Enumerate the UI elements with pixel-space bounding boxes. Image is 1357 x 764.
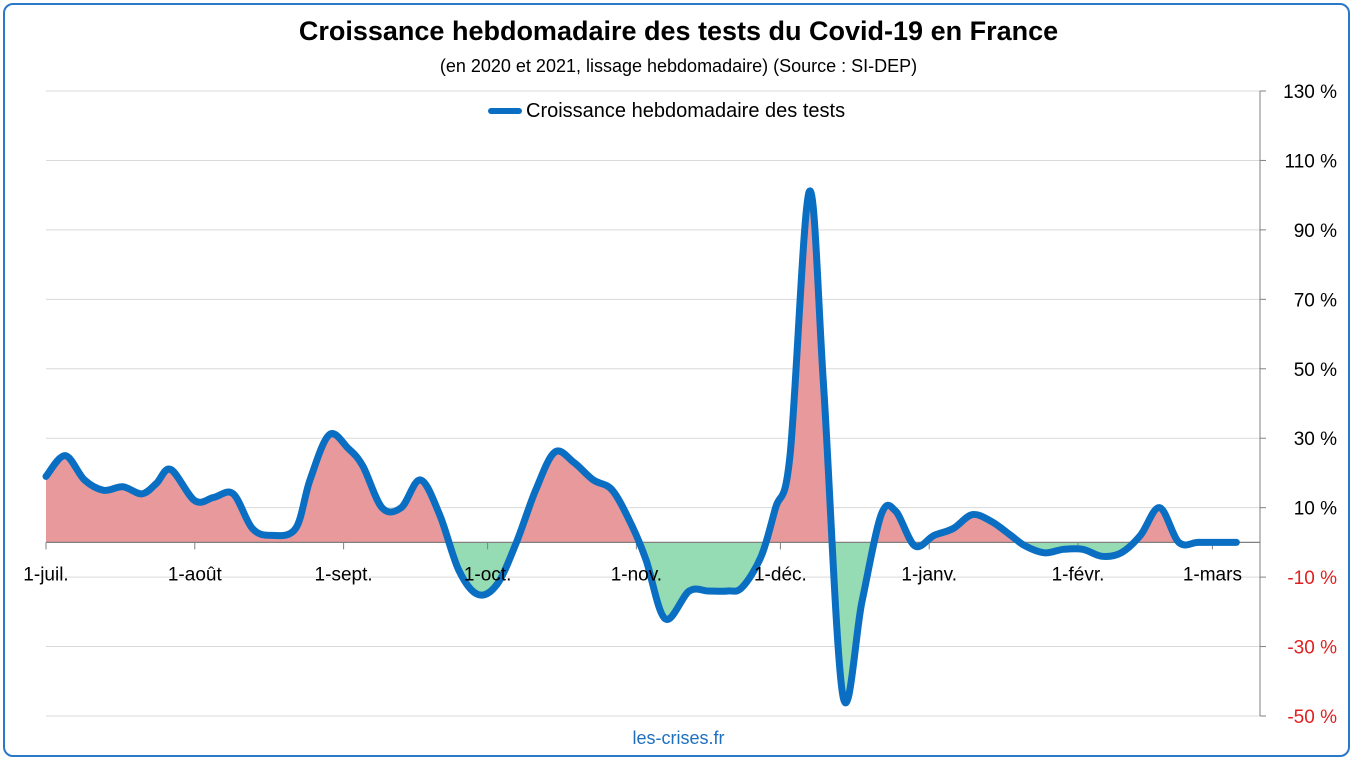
y-tick-label: 70 %: [1294, 290, 1337, 311]
x-tick-label: 1-déc.: [754, 564, 807, 585]
y-tick-label: -10 %: [1287, 568, 1337, 589]
x-tick-label: 1-mars: [1183, 564, 1242, 585]
x-tick-labels: 1-juil. 1-août 1-sept. 1-oct. 1-nov. 1-déc. 1-…: [23, 564, 1242, 585]
y-tick-label: -30 %: [1287, 638, 1337, 659]
series-line-layer: [42, 187, 1240, 707]
x-tick-label: 1-févr.: [1052, 564, 1105, 585]
legend-line-swatch: [488, 108, 522, 114]
x-tick-label: 1-nov.: [611, 564, 662, 585]
x-tick-label: 1-août: [168, 564, 223, 585]
chart-frame: [3, 3, 1350, 757]
axes: [45, 90, 1266, 717]
chart-title: Croissance hebdomadaire des tests du Cov…: [298, 16, 1059, 46]
x-tick-label: 1-sept.: [315, 564, 373, 585]
y-tick-labels: 130 % 110 % 90 % 70 % 50 % 30 % 10 % -10 % -30 %…: [1283, 82, 1337, 728]
area-positive: [46, 191, 1179, 543]
area-fills: [46, 191, 1237, 703]
y-tick-label: -50 %: [1287, 707, 1337, 728]
y-tick-label: 50 %: [1294, 360, 1337, 381]
legend-label: Croissance hebdomadaire des tests: [526, 99, 846, 122]
x-tick-label: 1-juil.: [23, 564, 68, 585]
x-tick-label: 1-janv.: [901, 564, 957, 585]
chart-subtitle: (en 2020 et 2021, lissage hebdomadaire) …: [439, 56, 918, 76]
x-tick-label: 1-oct.: [464, 564, 512, 585]
y-tick-label: 130 %: [1283, 82, 1337, 103]
y-tick-label: 30 %: [1294, 429, 1337, 450]
y-tick-label: 110 %: [1285, 151, 1338, 172]
y-tick-label: 10 %: [1294, 499, 1337, 520]
source-credit: les-crises.fr: [632, 728, 725, 748]
series-line: [42, 187, 1240, 707]
gridlines: [46, 90, 1260, 717]
y-tick-label: 90 %: [1294, 221, 1337, 242]
area-negative: [46, 542, 1237, 703]
legend: Croissance hebdomadaire des tests: [488, 99, 845, 123]
